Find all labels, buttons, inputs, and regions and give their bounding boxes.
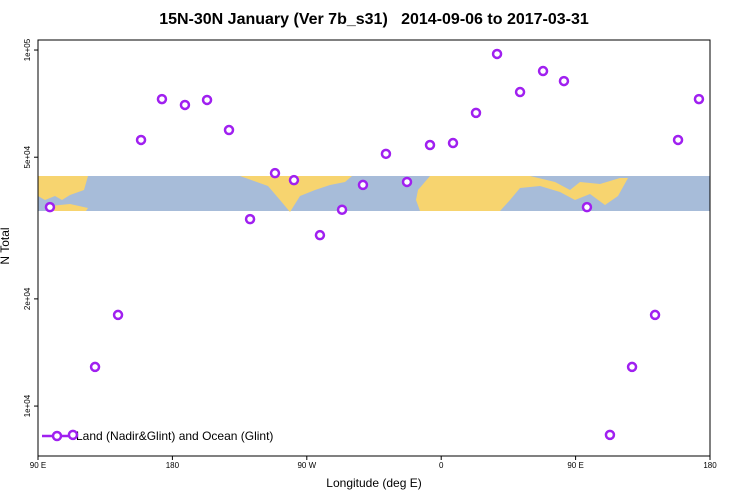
point (380, 148, 392, 160)
point (447, 137, 459, 149)
point (401, 176, 413, 188)
point (112, 309, 124, 321)
x-tick-label: 180 (703, 461, 717, 470)
chart-title: 15N-30N January (Ver 7b_s31) 2014-09-06 … (159, 11, 589, 28)
x-axis-label: Longitude (deg E) (326, 476, 421, 490)
point (269, 167, 281, 179)
x-tick-label: 0 (439, 461, 444, 470)
point (244, 213, 256, 225)
point (491, 48, 503, 60)
y-tick-label: 1e+04 (23, 394, 32, 417)
point (424, 139, 436, 151)
point (44, 201, 56, 213)
x-tick-label: 90 E (30, 461, 46, 470)
point (626, 361, 638, 373)
point (604, 429, 616, 441)
legend-label: Land (Nadir&Glint) and Ocean (Glint) (76, 429, 273, 443)
y-axis-label: N Total (0, 227, 12, 264)
point (693, 93, 705, 105)
point (223, 124, 235, 136)
legend: Land (Nadir&Glint) and Ocean (Glint) (42, 429, 273, 443)
x-tick-label: 90 E (567, 461, 583, 470)
plot-frame (37, 39, 711, 457)
point (558, 75, 570, 87)
y-tick-label: 1e+05 (23, 38, 32, 61)
point (156, 93, 168, 105)
y-tick-label: 5e+04 (23, 145, 32, 168)
point (179, 99, 191, 111)
y-tick-label: 2e+04 (23, 287, 32, 310)
point (514, 86, 526, 98)
point (288, 174, 300, 186)
point (336, 204, 348, 215)
x-tick-label: 90 W (297, 461, 316, 470)
point (201, 94, 213, 106)
point (537, 65, 549, 77)
map-strip (38, 176, 710, 212)
point (357, 179, 369, 191)
point (135, 134, 147, 146)
point (581, 201, 593, 213)
point (470, 107, 482, 119)
point (649, 309, 661, 321)
x-tick-label: 180 (166, 461, 180, 470)
point (89, 361, 101, 373)
point (314, 229, 326, 241)
point (67, 429, 79, 441)
point (672, 134, 684, 146)
